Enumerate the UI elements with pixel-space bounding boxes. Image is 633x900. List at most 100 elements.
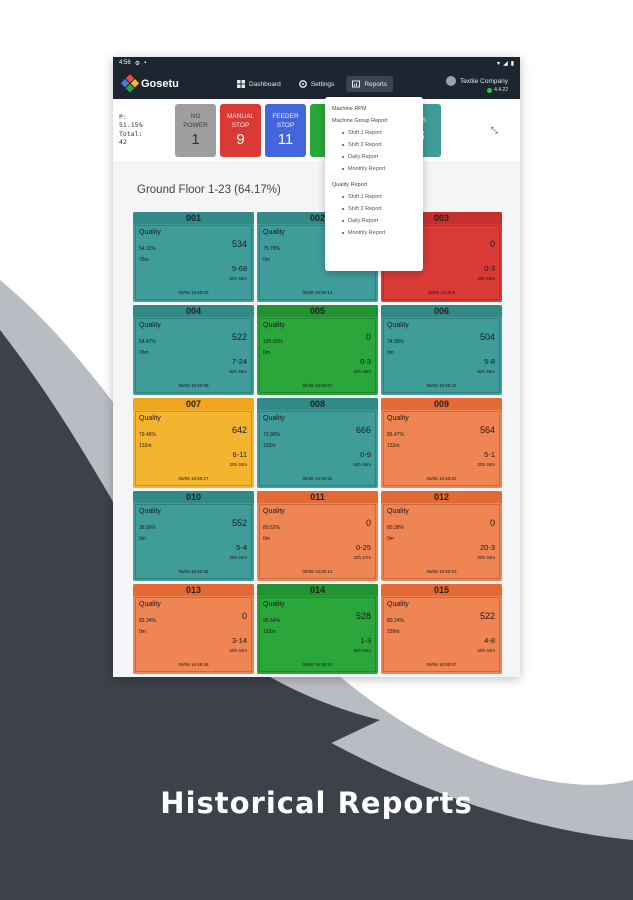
status-box-label: STOP	[276, 121, 295, 129]
dashboard-icon	[237, 80, 245, 88]
machine-rate: 20h 34m	[477, 462, 495, 467]
machine-date: 06/06 16:50:07	[302, 383, 333, 388]
machine-rate: 20h 27m	[353, 555, 371, 560]
machine-tile[interactable]: 008 Quality 73.90% 666 120m 0-9 62h 46m 06/06 1…	[257, 398, 378, 488]
machine-id: 008	[257, 398, 378, 410]
machine-ratio: 0-3	[360, 357, 371, 366]
app-logo[interactable]: Gosetu	[120, 74, 179, 93]
menu-group-report[interactable]: Machine Group Report	[332, 118, 388, 124]
gear-icon	[298, 80, 307, 88]
status-box-count: 11	[277, 131, 294, 149]
machine-id: 010	[133, 491, 254, 503]
wifi-icon: ▾	[497, 60, 501, 67]
status-box[interactable]: NO POWER 1	[175, 104, 216, 157]
machine-rate: 62h 46m	[353, 369, 371, 374]
machine-time: 76m	[139, 257, 149, 263]
summary-total-value: 42	[119, 138, 127, 147]
machine-details: Quality 74.90% 504 0m 5-8 62h 46m 06/06 16:50:…	[383, 318, 500, 393]
machine-details: Quality 100.00% 0 0m 0-3 62h 46m 06/06 16:50:0…	[259, 318, 376, 393]
machine-count: 534	[231, 239, 247, 249]
machine-time: 0m	[387, 536, 394, 542]
machine-details: Quality 54.32% 534 76m 5-68 62h 46m 06/06 16:5…	[135, 225, 252, 300]
machine-time: 0m	[139, 629, 146, 635]
expand-icon[interactable]: ⤡	[490, 125, 498, 135]
machine-quality: Quality	[387, 415, 409, 422]
machine-tile[interactable]: 015 Quality 80.24% 522 239m 4-8 20h 34m 06/06 1…	[381, 584, 502, 674]
online-indicator	[487, 87, 493, 93]
menu-group-shift1[interactable]: Shift 1 Report	[342, 130, 416, 136]
menu-quality-shift1[interactable]: Shift 1 Report	[342, 194, 416, 200]
machine-quality: Quality	[387, 508, 409, 515]
menu-group-shift2[interactable]: Shift 2 Report	[342, 142, 416, 148]
menu-quality-shift2[interactable]: Shift 2 Report	[342, 206, 416, 212]
machine-tile[interactable]: 010 Quality 36.50% 552 0m 5-4 20h 34m 06/06 16:…	[133, 491, 254, 581]
company-switcher[interactable]: Textile Company 4.4.22	[445, 76, 508, 93]
menu-quality-monthly[interactable]: Monthly Report	[342, 230, 416, 236]
machine-details: Quality 79.46% 642 132m 6-11 20h 34m 06/06 16:…	[135, 411, 252, 486]
machine-rate: 62h 46m	[477, 369, 495, 374]
menu-quality-daily[interactable]: Daily Report	[342, 218, 416, 224]
machine-id: 011	[257, 491, 378, 503]
machine-count: 564	[479, 425, 495, 435]
machine-time: 133m	[263, 629, 276, 635]
machine-count: 528	[355, 611, 371, 621]
nav-reports[interactable]: Reports	[346, 76, 394, 92]
machine-rate: 60h 34m	[353, 648, 371, 653]
machine-details: Quality 80.24% 522 239m 4-8 20h 34m 06/06 16:5…	[383, 597, 500, 672]
machine-tile[interactable]: 006 Quality 74.90% 504 0m 5-8 62h 46m 06/06 16:…	[381, 305, 502, 395]
machine-pct: 95.64%	[263, 618, 280, 624]
menu-group-monthly[interactable]: Monthly Report	[342, 166, 416, 172]
machine-details: Quality 82.34% 0 0m 3-14 20h 34m 06/06 16:49:4…	[135, 597, 252, 672]
machine-id: 007	[133, 398, 254, 410]
machine-date: 06/06 16:50:36	[178, 569, 209, 574]
nav-dashboard[interactable]: Dashboard	[231, 76, 287, 92]
machine-tile[interactable]: 013 Quality 82.34% 0 0m 3-14 20h 34m 06/06 16:4…	[133, 584, 254, 674]
machine-id: 014	[257, 584, 378, 596]
machine-count: 0	[489, 518, 495, 528]
nav-dashboard-label: Dashboard	[249, 80, 281, 88]
menu-machine-rpm[interactable]: Machine RPM	[332, 106, 367, 112]
machine-date: 06/06 16:50:12	[302, 569, 333, 574]
machine-date: 06/06 16:50:27	[178, 476, 209, 481]
machine-tile[interactable]: 012 Quality 80.38% 0 0m 20-3 20h 34m 06/06 16:5…	[381, 491, 502, 581]
machine-rate: 62h 46m	[353, 462, 371, 467]
machine-time: 132m	[139, 443, 152, 449]
machine-details: Quality 80.62% 0 0m 0-25 20h 27m 06/06 16:50:1…	[259, 504, 376, 579]
machine-date: 06/06 16:50:14	[302, 290, 333, 295]
company-icon	[445, 76, 456, 86]
machine-tile[interactable]: 009 Quality 85.47% 564 132m 5-1 20h 34m 06/06 1…	[381, 398, 502, 488]
machine-tile[interactable]: 007 Quality 79.46% 642 132m 6-11 20h 34m 06/06 …	[133, 398, 254, 488]
machine-pct: 82.34%	[139, 618, 156, 624]
status-box-count: 1	[191, 131, 200, 149]
machine-quality: Quality	[139, 322, 161, 329]
machine-time: 0m	[263, 350, 270, 356]
settings-icon: ⚙	[134, 60, 141, 67]
machine-tile[interactable]: 005 Quality 100.00% 0 0m 0-3 62h 46m 06/06 16:5…	[257, 305, 378, 395]
machine-details: Quality 85.47% 564 132m 5-1 20h 34m 06/06 16:5…	[383, 411, 500, 486]
machine-ratio: 5-4	[236, 543, 247, 552]
machine-quality: Quality	[139, 601, 161, 608]
machine-tile[interactable]: 004 Quality 54.47% 522 76m 7-24 62h 46m 06/06 1…	[133, 305, 254, 395]
machine-tile[interactable]: 014 Quality 95.64% 528 133m 1-3 60h 34m 06/06 1…	[257, 584, 378, 674]
battery-icon: ▮	[510, 60, 514, 67]
machine-rate: 38h 34m	[477, 276, 495, 281]
menu-group-daily[interactable]: Daily Report	[342, 154, 416, 160]
machine-tile[interactable]: 011 Quality 80.62% 0 0m 0-25 20h 27m 06/06 16:5…	[257, 491, 378, 581]
machine-grid: 001 Quality 54.32% 534 76m 5-68 62h 46m 06/06 1…	[133, 212, 502, 674]
machine-quality: Quality	[263, 415, 285, 422]
machine-count: 0	[365, 518, 371, 528]
machine-pct: 54.47%	[139, 339, 156, 345]
status-box-label: NO	[190, 112, 201, 120]
machine-tile[interactable]: 001 Quality 54.32% 534 76m 5-68 62h 46m 06/06 1…	[133, 212, 254, 302]
machine-ratio: 0-25	[355, 543, 371, 552]
machine-ratio: 0-3	[484, 264, 495, 273]
main-nav: Dashboard Settings Reports	[231, 69, 394, 99]
company-name: Textile Company	[459, 77, 508, 85]
machine-quality: Quality	[139, 415, 161, 422]
status-box[interactable]: MANUAL STOP 9	[220, 104, 261, 157]
status-box[interactable]: FEEDER STOP 11	[265, 104, 306, 157]
menu-quality-report[interactable]: Quality Report	[332, 182, 368, 188]
machine-id: 006	[381, 305, 502, 317]
nav-settings[interactable]: Settings	[293, 76, 341, 92]
machine-time: 120m	[263, 443, 276, 449]
